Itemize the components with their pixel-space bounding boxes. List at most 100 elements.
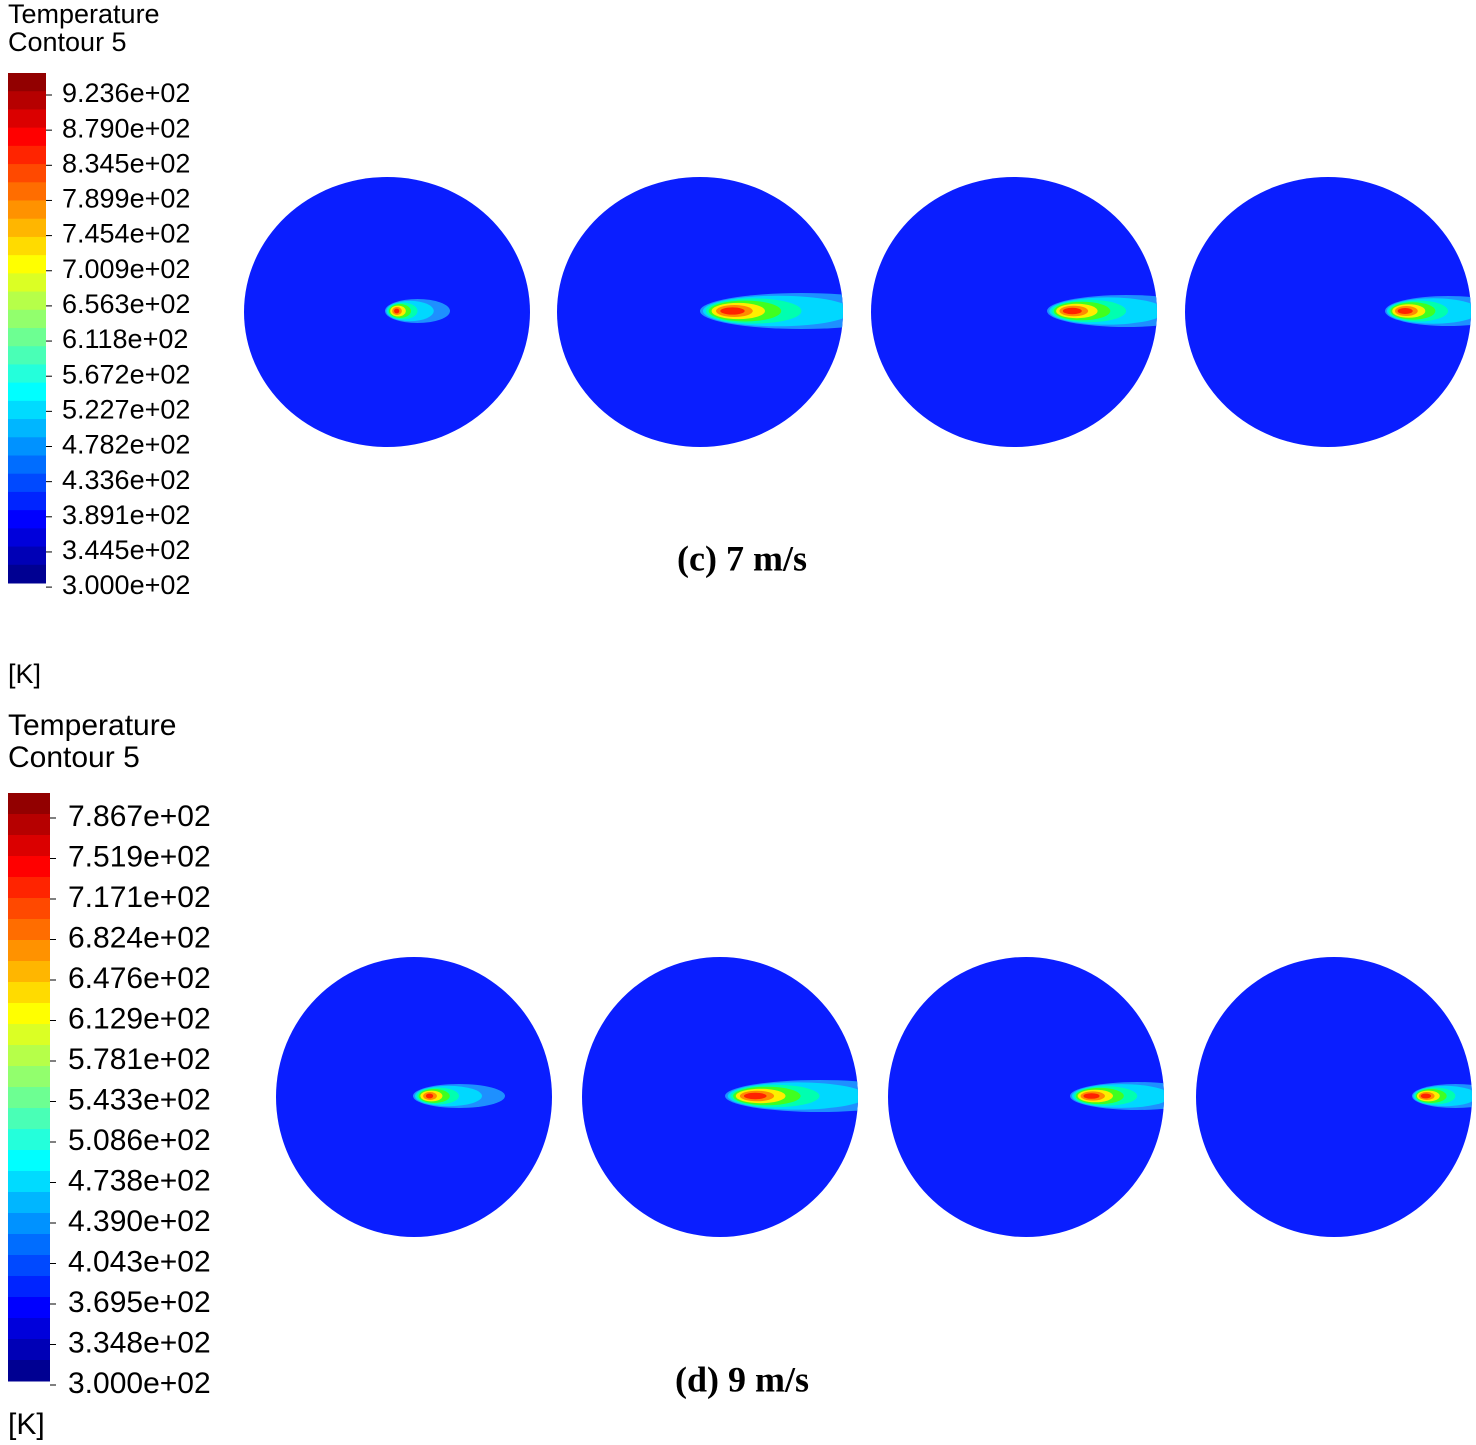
- flame: [725, 1080, 858, 1112]
- caption: (c) 7 m/s: [677, 538, 807, 578]
- colorbar-band: [8, 898, 50, 920]
- colorbar-band: [8, 236, 46, 256]
- flame-layer: [1420, 1093, 1432, 1099]
- colorbar-band: [8, 1129, 50, 1151]
- colorbar-band: [8, 1318, 50, 1340]
- colorbar-band: [8, 346, 46, 365]
- colorbar-label: 4.738e+02: [68, 1164, 211, 1197]
- colorbar-band: [8, 1360, 50, 1382]
- colorbar-band: [8, 510, 46, 529]
- colorbar-label: 3.445e+02: [62, 535, 190, 565]
- legend-unit: [K]: [8, 1408, 45, 1441]
- colorbar-label: 6.824e+02: [68, 921, 211, 954]
- flame-layer: [394, 308, 400, 314]
- colorbar-label: 3.348e+02: [68, 1326, 211, 1359]
- colorbar-band: [8, 273, 46, 293]
- colorbar-band: [8, 835, 50, 857]
- flame: [413, 1084, 505, 1108]
- colorbar-band: [8, 328, 46, 347]
- colorbar-label: 4.336e+02: [62, 465, 190, 495]
- flame: [1070, 1082, 1164, 1110]
- section-contour: [582, 957, 858, 1237]
- legend-unit: [K]: [8, 659, 41, 689]
- colorbar-label: 8.790e+02: [62, 113, 190, 143]
- section-contour: [1185, 177, 1471, 447]
- colorbar-band: [8, 1192, 50, 1214]
- colorbar-label: 6.563e+02: [62, 289, 190, 319]
- colorbar-band: [8, 473, 46, 493]
- colorbar-band: [8, 127, 46, 147]
- colorbar-band: [8, 91, 46, 110]
- flame-layer: [1397, 308, 1413, 314]
- colorbar-band: [8, 961, 50, 983]
- colorbar-label: 7.171e+02: [68, 881, 211, 914]
- colorbar-label: 7.009e+02: [62, 254, 190, 284]
- flame: [700, 293, 843, 329]
- colorbar-label: 7.519e+02: [68, 840, 211, 873]
- colorbar-band: [8, 877, 50, 899]
- colorbar-label: 3.891e+02: [62, 500, 190, 530]
- colorbar-label: 4.390e+02: [68, 1205, 211, 1238]
- colorbar-label: 5.781e+02: [68, 1043, 211, 1076]
- colorbar-label: 4.782e+02: [62, 430, 190, 460]
- colorbar-band: [8, 1276, 50, 1298]
- colorbar-band: [8, 255, 46, 274]
- colorbar-label: 5.227e+02: [62, 394, 190, 424]
- colorbar-band: [8, 145, 46, 165]
- flame: [1047, 295, 1157, 327]
- colorbar-band: [8, 1255, 50, 1277]
- flame: [385, 299, 450, 323]
- colorbar-band: [8, 73, 46, 92]
- colorbar-label: 3.000e+02: [68, 1367, 211, 1400]
- colorbar-band: [8, 164, 46, 183]
- colorbar-band: [8, 437, 46, 456]
- colorbar-label: 4.043e+02: [68, 1245, 211, 1278]
- legend-subtitle: Contour 5: [8, 741, 140, 774]
- colorbar-band: [8, 200, 46, 220]
- flame-layer: [1083, 1093, 1100, 1099]
- flame-layer: [1062, 307, 1082, 315]
- flame: [1385, 296, 1471, 326]
- colorbar-label: 3.000e+02: [62, 570, 190, 600]
- colorbar-label: 6.118e+02: [62, 324, 188, 354]
- colorbar-label: 5.672e+02: [62, 359, 190, 389]
- caption: (d) 9 m/s: [675, 1359, 809, 1399]
- colorbar-band: [8, 1234, 50, 1256]
- colorbar-band: [8, 1024, 50, 1046]
- colorbar-label: 7.899e+02: [62, 184, 190, 214]
- colorbar-band: [8, 1066, 50, 1088]
- colorbar-band: [8, 291, 46, 311]
- legend-subtitle: Contour 5: [8, 27, 127, 57]
- colorbar-band: [8, 528, 46, 548]
- colorbar-band: [8, 455, 46, 475]
- colorbar-label: 6.129e+02: [68, 1002, 211, 1035]
- colorbar-label: 8.345e+02: [62, 148, 190, 178]
- colorbar-band: [8, 1003, 50, 1025]
- colorbar-band: [8, 1045, 50, 1067]
- colorbar-label: 9.236e+02: [62, 78, 190, 108]
- colorbar-band: [8, 814, 50, 836]
- colorbar-band: [8, 919, 50, 941]
- colorbar-band: [8, 793, 50, 815]
- colorbar-label: 7.867e+02: [68, 800, 211, 833]
- colorbar-band: [8, 309, 46, 329]
- colorbar-band: [8, 1171, 50, 1193]
- flame-layer: [743, 1092, 767, 1100]
- colorbar-band: [8, 218, 46, 238]
- flame-layer: [720, 307, 745, 315]
- colorbar-band: [8, 1297, 50, 1319]
- colorbar-band: [8, 856, 50, 878]
- colorbar-label: 3.695e+02: [68, 1286, 211, 1319]
- flame: [1412, 1084, 1472, 1108]
- colorbar-label: 6.476e+02: [68, 962, 211, 995]
- colorbar-band: [8, 1339, 50, 1361]
- section-contour: [871, 177, 1157, 447]
- flame-layer: [425, 1093, 434, 1099]
- colorbar-band: [8, 564, 46, 584]
- legend-title: Temperature: [8, 0, 160, 29]
- colorbar-band: [8, 1087, 50, 1109]
- colorbar-band: [8, 1108, 50, 1130]
- colorbar-band: [8, 940, 50, 962]
- section-contour: [557, 177, 843, 447]
